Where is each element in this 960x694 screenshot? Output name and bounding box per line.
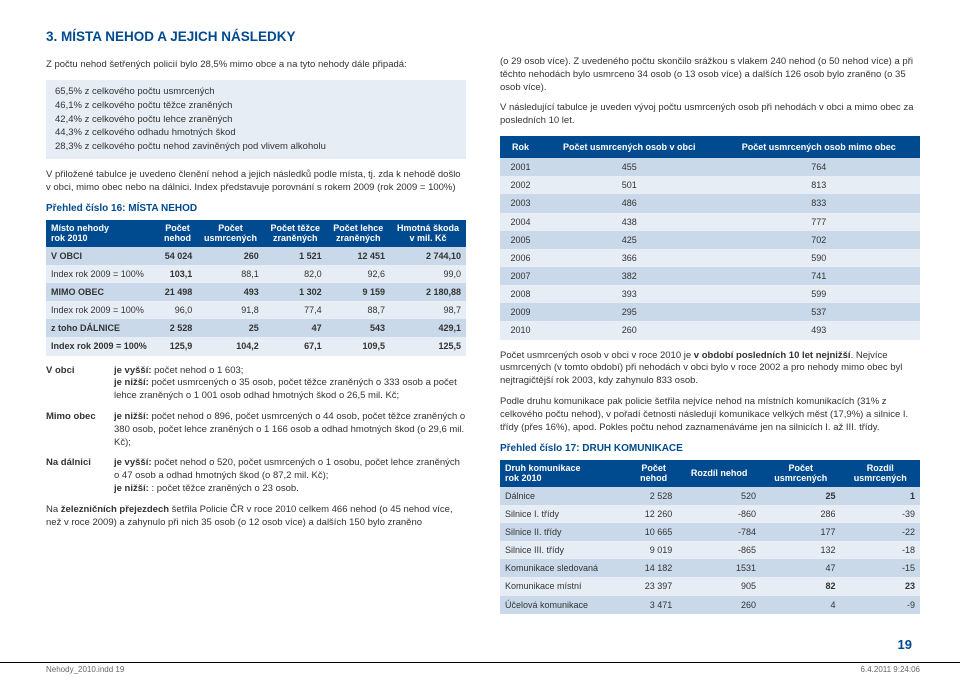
text: Počet usmrcených osob v obci v roce 2010… <box>500 350 694 361</box>
percent-box: 65,5% z celkového počtu usmrcených46,1% … <box>46 80 466 159</box>
page-number: 19 <box>898 636 912 654</box>
table-17: Druh komunikacerok 2010PočetnehodRozdíl … <box>500 460 920 614</box>
intro-text: Z počtu nehod šetřených policií bylo 28,… <box>46 59 466 72</box>
footer-right: 6.4.2011 9:24:06 <box>861 665 920 678</box>
definitions-list: V obcije vyšší: počet nehod o 1 603;je n… <box>46 365 466 496</box>
paragraph: (o 29 osob více). Z uvedeného počtu skon… <box>500 56 920 94</box>
years-table: RokPočet usmrcených osob v obciPočet usm… <box>500 136 920 340</box>
bold-text: v období posledních 10 let nejnižší <box>694 350 851 361</box>
paragraph: V následující tabulce je uveden vývoj po… <box>500 102 920 128</box>
section-heading: 3. MÍSTA NEHOD A JEJICH NÁSLEDKY <box>46 28 466 46</box>
paragraph: Podle druhu komunikace pak policie šetři… <box>500 396 920 434</box>
paragraph: V přiložené tabulce je uvedeno členění n… <box>46 169 466 195</box>
table-title: Přehled číslo 17: DRUH KOMUNIKACE <box>500 442 920 456</box>
table-16: Místo nehodyrok 2010PočetnehodPočetusmrc… <box>46 220 466 356</box>
footer: Nehody_2010.indd 19 6.4.2011 9:24:06 <box>0 662 960 678</box>
rail-paragraph: Na železničních přejezdech šetřila Polic… <box>46 504 466 530</box>
table-title: Přehled číslo 16: MÍSTA NEHOD <box>46 202 466 216</box>
paragraph: Počet usmrcených osob v obci v roce 2010… <box>500 350 920 388</box>
footer-left: Nehody_2010.indd 19 <box>46 665 124 678</box>
